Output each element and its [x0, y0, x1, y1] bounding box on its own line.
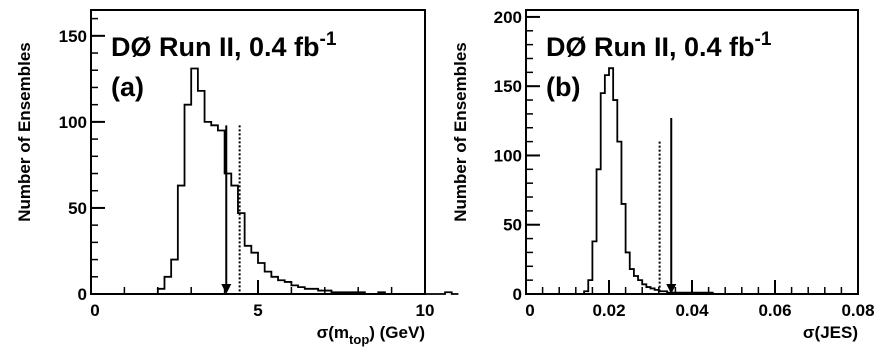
header-superscript: -1	[320, 29, 337, 50]
marker-arrowhead	[666, 284, 677, 294]
marker-arrowhead	[221, 284, 232, 294]
x-tick-label: 5	[253, 301, 262, 320]
y-tick-label: 0	[78, 285, 87, 304]
y-tick-label: 0	[513, 285, 522, 304]
y-axis-title: Number of Ensembles	[15, 42, 34, 222]
y-tick-label: 50	[68, 199, 87, 218]
x-tick-label: 0.06	[758, 301, 791, 320]
y-axis-title: Number of Ensembles	[451, 42, 470, 222]
x-axis-title-prefix: σ(JES)	[803, 323, 858, 342]
y-tick-label: 100	[494, 146, 522, 165]
y-tick-label: 100	[59, 113, 87, 132]
x-tick-label: 0.04	[675, 301, 709, 320]
y-tick-label: 150	[494, 77, 522, 96]
x-axis-title: σ(JES)	[803, 323, 858, 342]
header-superscript: -1	[755, 29, 772, 50]
panel-label: (b)	[546, 72, 580, 102]
x-tick-label: 0.02	[592, 301, 625, 320]
x-tick-label: 0	[90, 301, 99, 320]
x-axis-title-subscript: top	[349, 332, 369, 347]
x-tick-label: 0.08	[841, 301, 874, 320]
y-tick-label: 200	[494, 8, 522, 27]
x-axis-title-prefix: σ(m	[317, 323, 349, 342]
y-tick-label: 150	[59, 27, 87, 46]
histogram-series	[156, 67, 459, 295]
histogram-panel-a: 0 50 100 150 0 5 10 DØ Run II, 0.4 fb-1 (a) Numbe…	[15, 9, 459, 347]
x-tick-label: 10	[416, 301, 435, 320]
panel-label: (a)	[111, 72, 144, 102]
x-axis-title-suffix: ) (GeV)	[369, 323, 425, 342]
x-tick-label: 0	[525, 301, 534, 320]
header-title: DØ Run II, 0.4 fb-1	[546, 29, 772, 62]
x-axis-title: σ(mtop) (GeV)	[317, 323, 425, 347]
histogram-series	[583, 67, 714, 294]
header-title: DØ Run II, 0.4 fb-1	[111, 29, 337, 62]
histogram-panel-b: 0 50 100 150 200 0 0.02 0.04 0.06 0.08 DØ Run II, …	[451, 8, 875, 342]
y-tick-label: 50	[503, 216, 522, 235]
